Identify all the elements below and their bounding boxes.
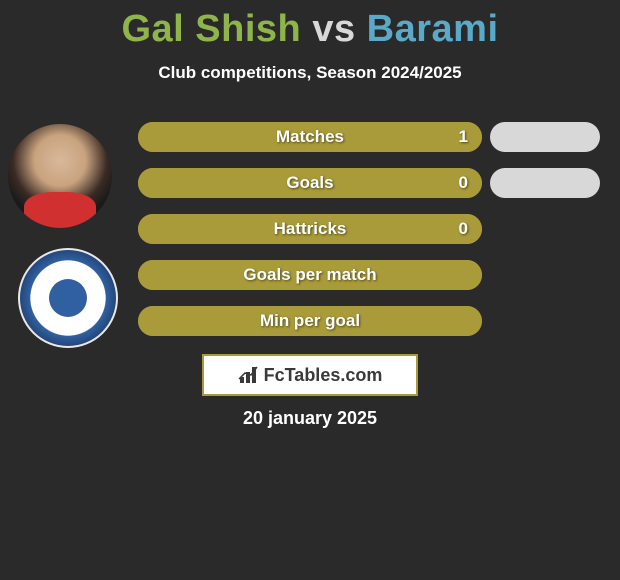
stat-row-goals: Goals0 [138,168,482,198]
bar-label: Matches [138,122,482,152]
stats-bars: Matches1Goals0Hattricks0Goals per matchM… [138,122,482,352]
page-title: Gal Shish vs Barami [0,0,620,51]
fctables-logo-box[interactable]: FcTables.com [202,354,418,396]
bar-chart-icon [238,365,260,385]
avatar-column [8,124,128,368]
player2-name: Barami [367,8,499,50]
stat-pill [490,168,600,198]
player-avatar [8,124,112,228]
bar-label: Hattricks [138,214,482,244]
subtitle: Club competitions, Season 2024/2025 [0,63,620,83]
stat-row-goals-per-match: Goals per match [138,260,482,290]
fctables-logo-text: FcTables.com [264,365,383,386]
bar-label: Goals [138,168,482,198]
stat-pill [490,122,600,152]
bar-label: Goals per match [138,260,482,290]
club-badge [18,248,118,348]
stat-row-hattricks: Hattricks0 [138,214,482,244]
pill-slot [490,122,610,152]
footer-date: 20 january 2025 [0,408,620,429]
pill-slot [490,168,610,198]
pill-slot [490,306,610,336]
bar-value: 1 [459,122,468,152]
pill-slot [490,260,610,290]
stats-pills-right [490,122,610,352]
bar-label: Min per goal [138,306,482,336]
stat-row-min-per-goal: Min per goal [138,306,482,336]
bar-value: 0 [459,168,468,198]
bar-value: 0 [459,214,468,244]
pill-slot [490,214,610,244]
title-vs: vs [312,8,355,50]
player1-name: Gal Shish [121,8,301,50]
stat-row-matches: Matches1 [138,122,482,152]
comparison-card: Gal Shish vs Barami Club competitions, S… [0,0,620,580]
